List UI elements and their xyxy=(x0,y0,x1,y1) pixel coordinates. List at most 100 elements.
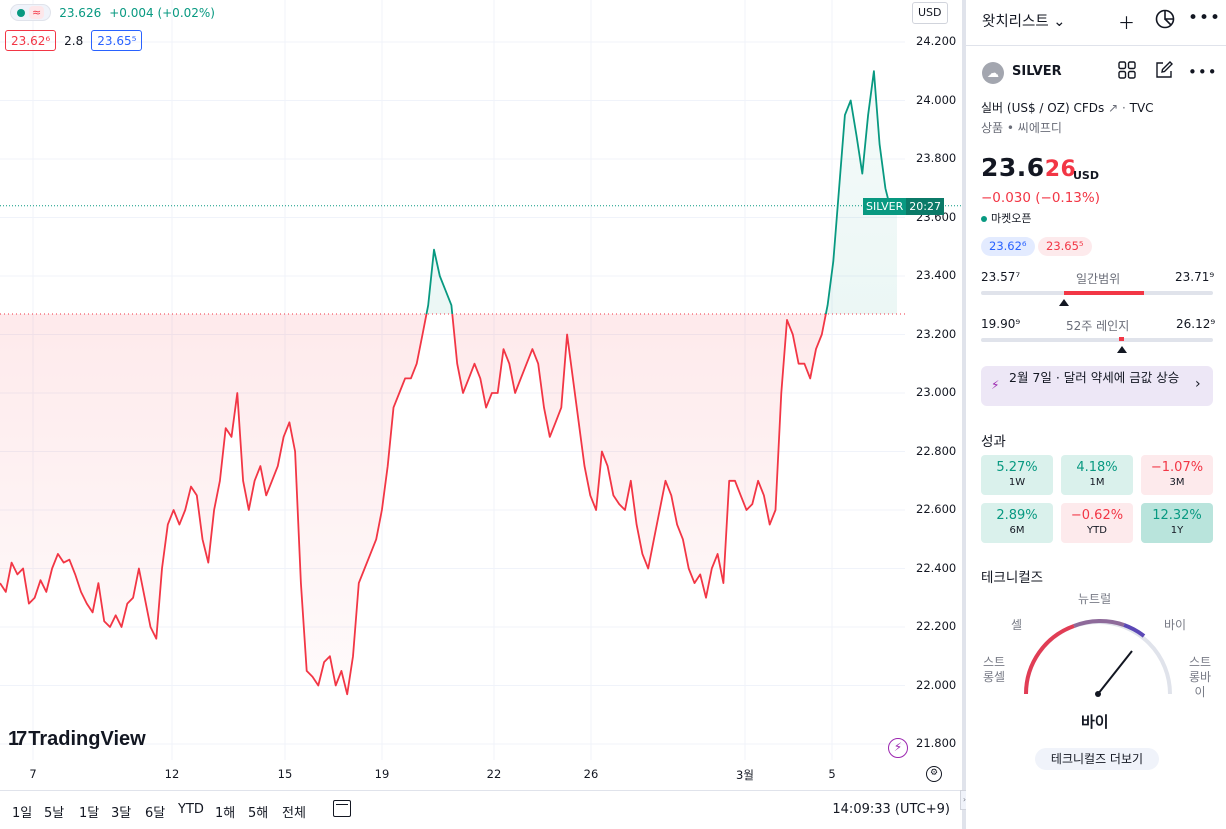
day-range-fill xyxy=(1064,291,1144,295)
price-tick-label: 24.200 xyxy=(916,34,957,48)
price-main: 23.6 xyxy=(981,153,1045,182)
news-headline[interactable]: 2월 7일 · 달러 약세에 금값 상승 xyxy=(1009,370,1180,385)
watchlist-title[interactable]: 왓치리스트 ⌄ xyxy=(982,14,1066,30)
price-tags: SILVER 20:27 xyxy=(863,197,944,215)
edit-note-icon[interactable] xyxy=(1154,60,1174,83)
day-high: 23.71⁹ xyxy=(1175,270,1215,284)
last-price: 23.626 xyxy=(981,153,1076,182)
range-button-6[interactable]: 1해 xyxy=(215,806,236,821)
chevron-right-icon: › xyxy=(1195,376,1201,392)
symbol-price-tag: SILVER xyxy=(863,197,907,215)
range-button-0[interactable]: 1일 xyxy=(12,806,33,821)
grid-layout-icon[interactable] xyxy=(1117,60,1137,83)
price-tick-label: 23.400 xyxy=(916,268,957,282)
symbol-description[interactable]: 실버 (US$ / OZ) CFDs xyxy=(981,101,1105,115)
symbol-description-row: 실버 (US$ / OZ) CFDs ↗ · TVC xyxy=(981,101,1154,115)
price-tick-label: 23.200 xyxy=(916,326,957,341)
price-tick-label: 22.000 xyxy=(916,677,957,692)
price-tick-label: 21.800 xyxy=(916,736,957,750)
countdown-tag: 20:27 xyxy=(906,197,944,215)
performance-value: 2.89% xyxy=(996,508,1038,523)
area-fill-below xyxy=(0,314,897,695)
performance-cell-1W[interactable]: 5.27% 1W xyxy=(981,455,1053,495)
range-button-2[interactable]: 1달 xyxy=(79,806,100,821)
legend-change: +0.004 (+0.02%) xyxy=(109,5,215,20)
external-link-icon[interactable]: ↗ xyxy=(1108,101,1119,115)
performance-cell-3M[interactable]: −1.07% 3M xyxy=(1141,455,1213,495)
52w-range-fill xyxy=(1119,337,1124,341)
52w-range-marker-icon xyxy=(1117,346,1127,353)
price-line-up xyxy=(425,70,898,315)
symbol-name[interactable]: SILVER xyxy=(1012,64,1062,79)
symbol-type-line: 상품 • 씨에프디 xyxy=(981,121,1062,135)
bid-chip[interactable]: 23.62⁶ xyxy=(981,237,1035,256)
visibility-toggle[interactable]: ≈ xyxy=(10,4,52,21)
range-button-7[interactable]: 5해 xyxy=(248,806,269,821)
price-line-down xyxy=(0,314,827,696)
clock-readout[interactable]: 14:09:33 (UTC+9) xyxy=(832,802,950,817)
status-dot-icon xyxy=(17,8,25,17)
time-tick-label: 22 xyxy=(486,767,502,781)
range-button-8[interactable]: 전체 xyxy=(282,806,306,821)
52w-range-bar xyxy=(981,337,1213,342)
performance-cell-YTD[interactable]: −0.62% YTD xyxy=(1061,503,1133,543)
performance-period: 3M xyxy=(1169,477,1185,488)
market-open-dot-icon xyxy=(981,216,987,222)
performance-value: 4.18% xyxy=(1076,460,1118,475)
currency-button[interactable]: USD xyxy=(912,2,948,24)
performance-period: 1M xyxy=(1089,477,1105,488)
price-tick-label: 22.400 xyxy=(916,560,957,575)
technicals-more-button[interactable]: 테크니컬즈 더보기 xyxy=(1035,748,1159,770)
range-button-4[interactable]: 6달 xyxy=(145,806,166,821)
range-button-5[interactable]: YTD xyxy=(178,802,204,817)
time-tick-label: 7 xyxy=(29,767,37,781)
ask-chip[interactable]: 23.65⁵ xyxy=(1038,237,1092,256)
tv-logo-icon: 17 xyxy=(8,728,27,750)
chart-area[interactable]: ≈ 23.626 +0.004 (+0.02%) 23.62⁶ 2.8 23.6… xyxy=(0,0,962,829)
technicals-title: 테크니컬즈 xyxy=(981,570,1044,586)
performance-value: −1.07% xyxy=(1150,460,1204,475)
time-tick-label: 15 xyxy=(277,767,293,781)
performance-cell-1Y[interactable]: 12.32% 1Y xyxy=(1141,503,1213,543)
legend-price: 23.626 xyxy=(59,5,102,20)
watchlist-separator xyxy=(966,45,1226,46)
logo-text: TradingView xyxy=(28,728,146,750)
buy-quote-button[interactable]: 23.65⁵ xyxy=(91,30,143,51)
52w-range-label: 52주 레인지 xyxy=(1066,319,1130,333)
price-tick-label: 22.600 xyxy=(916,502,957,516)
exchange-name[interactable]: TVC xyxy=(1129,101,1154,115)
pie-chart-icon[interactable] xyxy=(1154,8,1176,35)
price-chart[interactable] xyxy=(0,0,962,790)
add-symbol-icon[interactable]: ＋ xyxy=(1118,14,1135,34)
range-button-1[interactable]: 5날 xyxy=(44,806,65,821)
silver-symbol-icon: ☁ xyxy=(982,62,1004,84)
performance-cell-1M[interactable]: 4.18% 1M xyxy=(1061,455,1133,495)
gauge-sell-label: 셀 xyxy=(1011,618,1023,632)
price-tail: 26 xyxy=(1044,157,1077,182)
bolt-icon[interactable]: ⚡ xyxy=(888,738,908,758)
spread-value: 2.8 xyxy=(64,33,84,48)
legend-row: ≈ 23.626 +0.004 (+0.02%) xyxy=(10,4,215,21)
market-status: 마켓오픈 xyxy=(981,210,1031,226)
performance-cell-6M[interactable]: 2.89% 6M xyxy=(981,503,1053,543)
price-currency: USD xyxy=(1073,169,1099,182)
calendar-icon[interactable] xyxy=(333,800,351,817)
performance-value: 5.27% xyxy=(996,460,1038,475)
price-change: −0.030 (−0.13%) xyxy=(981,190,1100,206)
technicals-gauge[interactable] xyxy=(1016,612,1180,702)
sell-quote-button[interactable]: 23.62⁶ xyxy=(5,30,57,51)
more-menu-icon[interactable]: ••• xyxy=(1188,8,1222,28)
performance-period: YTD xyxy=(1087,525,1107,536)
settings-gear-icon[interactable]: ⚙ xyxy=(926,766,942,782)
52w-high: 26.12⁹ xyxy=(1176,317,1216,331)
gauge-needle xyxy=(1097,650,1133,695)
gauge-neutral-label: 뉴트럴 xyxy=(1078,592,1112,606)
range-button-3[interactable]: 3달 xyxy=(111,806,132,821)
news-banner[interactable]: ⚡ 2월 7일 · 달러 약세에 금값 상승 › xyxy=(981,366,1213,406)
tradingview-logo[interactable]: 17 TradingView xyxy=(8,728,146,751)
panel-divider[interactable] xyxy=(962,0,966,829)
performance-period: 6M xyxy=(1009,525,1025,536)
symbol-more-icon[interactable]: ••• xyxy=(1188,63,1218,81)
performance-period: 1Y xyxy=(1170,525,1184,536)
time-tick-label: 19 xyxy=(374,767,390,781)
